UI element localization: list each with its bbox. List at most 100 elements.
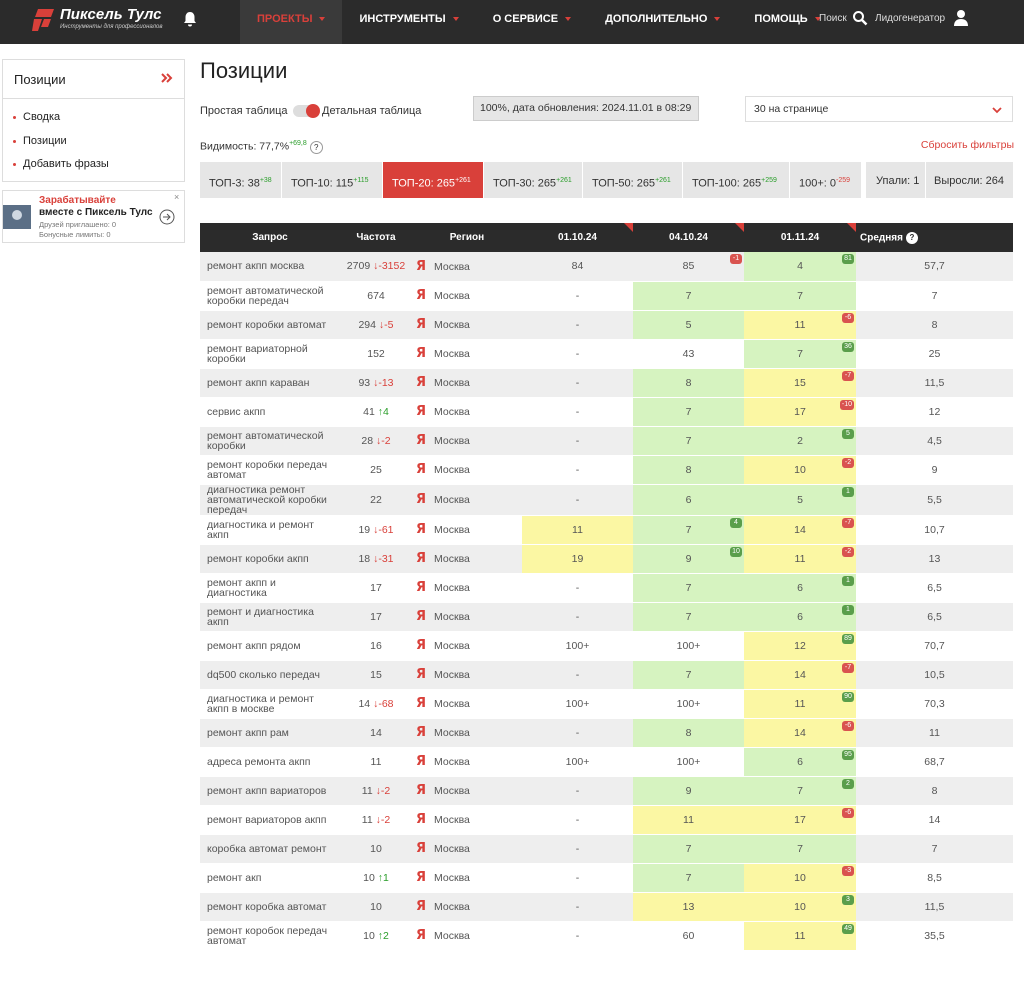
frequency-trend: ↓-5 xyxy=(378,318,394,331)
filter-tab[interactable]: 100+: 0-259 xyxy=(790,162,862,198)
filter-tab[interactable]: ТОП-30: 265+261 xyxy=(484,162,583,198)
nav-item[interactable]: ПРОЕКТЫ xyxy=(240,0,343,44)
column-header[interactable]: Частота xyxy=(340,223,412,252)
query: ремонт акпп москва xyxy=(200,252,340,282)
nav-item[interactable]: ДОПОЛНИТЕЛЬНО xyxy=(588,0,737,44)
nav-item[interactable]: О СЕРВИСЕ xyxy=(476,0,588,44)
promo-box[interactable]: Зарабатывайте вместе с Пиксель Тулс Друз… xyxy=(2,190,185,243)
filter-tab[interactable]: ТОП-3: 38+38 xyxy=(200,162,282,198)
column-corner xyxy=(624,223,633,232)
stat-fell[interactable]: Упали: 1 xyxy=(866,162,926,198)
position-value: 9 xyxy=(685,552,692,565)
query: ремонт акпп и диагностика xyxy=(200,573,340,603)
position: 100+ xyxy=(522,747,633,777)
sidebar-link[interactable]: Добавить фразы xyxy=(13,158,109,170)
position-value: 11 xyxy=(683,813,694,826)
region-name: Москва xyxy=(434,553,470,565)
region-name: Москва xyxy=(434,260,470,273)
help-icon[interactable]: ? xyxy=(309,140,323,154)
position-value: - xyxy=(575,405,580,418)
position: - xyxy=(522,368,633,398)
region-name: Москва xyxy=(434,640,470,652)
position-value: 11 xyxy=(794,697,806,710)
search-engine-icon: Я xyxy=(416,870,427,885)
stat-grew[interactable]: Выросли: 264 xyxy=(926,162,1013,198)
column-header[interactable]: Средняя? xyxy=(856,223,1013,252)
position: - xyxy=(522,776,633,806)
toggle-label[interactable]: Простая таблица xyxy=(200,105,288,117)
column-header[interactable]: 04.10.24 xyxy=(633,223,744,252)
frequency-value: 25 xyxy=(370,463,382,476)
logo-subtitle: Инструменты для профессионалов xyxy=(60,24,163,30)
average: 70,7 xyxy=(856,631,1013,661)
tab-label: 100+: 0 xyxy=(799,177,837,190)
user-name[interactable]: Лидогенератор xyxy=(875,13,946,24)
region: Я Москва xyxy=(412,573,522,603)
position: 100+ xyxy=(633,631,744,661)
search-engine-icon: Я xyxy=(416,288,427,303)
position: 7 xyxy=(633,863,744,893)
query: ремонт коробок передач автомат xyxy=(200,921,340,951)
position-value: 14 xyxy=(794,668,806,681)
position-value: - xyxy=(575,463,580,476)
region: Я Москва xyxy=(412,834,522,864)
filter-tab[interactable]: ТОП-100: 265+259 xyxy=(683,162,790,198)
search-engine-icon: Я xyxy=(416,899,427,914)
search-icon[interactable] xyxy=(852,10,868,26)
close-icon[interactable]: × xyxy=(174,192,180,202)
per-page-select[interactable]: 30 на странице xyxy=(745,96,1013,122)
filter-tab[interactable]: ТОП-50: 265+261 xyxy=(583,162,683,198)
position-change: 95 xyxy=(842,749,854,760)
column-header[interactable]: 01.11.24 xyxy=(744,223,856,252)
reset-filters[interactable]: Сбросить фильтры xyxy=(920,139,1014,151)
average: 9 xyxy=(856,455,1013,485)
position: 12 89 xyxy=(744,631,856,661)
user-icon[interactable] xyxy=(953,9,969,27)
tab-delta: +259 xyxy=(761,177,777,184)
position-value: 7 xyxy=(685,871,692,884)
frequency-trend: ↓-2 xyxy=(375,784,391,797)
bell-icon[interactable] xyxy=(183,11,197,27)
position-value: 11 xyxy=(572,523,583,536)
position: - xyxy=(522,339,633,369)
toggle-label[interactable]: Детальная таблица xyxy=(322,105,422,117)
position-value: 10 xyxy=(794,900,806,913)
query: диагностика и ремонт акпп xyxy=(200,515,340,545)
nav-item[interactable]: ПОМОЩЬ xyxy=(737,0,837,44)
filter-tab[interactable]: ТОП-10: 115+115 xyxy=(282,162,383,198)
help-icon[interactable]: ? xyxy=(905,231,918,244)
query: ремонт автоматической коробки xyxy=(200,426,340,456)
table-row: ремонт вариаторов акпп 11 ↓-2 Я Москва -11 17… xyxy=(200,805,1013,835)
region: Я Москва xyxy=(412,689,522,719)
sidebar-link[interactable]: Сводка xyxy=(12,111,61,123)
table-row: ремонт акп 10 ↑1 Я Москва -7 10 -3 8,5 xyxy=(200,863,1013,893)
column-header[interactable]: Запрос xyxy=(200,223,340,252)
filter-tab[interactable]: ТОП-20: 265+261 xyxy=(383,162,484,198)
column-header[interactable]: 01.10.24 xyxy=(522,223,633,252)
average: 13 xyxy=(856,544,1013,574)
frequency: 41 ↑4 xyxy=(340,397,412,427)
query: ремонт вариаторов акпп xyxy=(200,805,340,835)
query: сервис акпп xyxy=(200,397,340,427)
sidebar-link[interactable]: Позиции xyxy=(13,135,67,147)
search-label[interactable]: Поиск xyxy=(819,13,847,24)
table-row: ремонт автоматической коробки 28 ↓-2 Я Моск… xyxy=(200,426,1013,456)
nav-item[interactable]: ИНСТРУМЕНТЫ xyxy=(342,0,475,44)
table-row: диагностика и ремонт акпп 19 ↓-61 Я Москва 1… xyxy=(200,515,1013,545)
table-row: коробка автомат ремонт 10 Я Москва - 7 7 7 xyxy=(200,834,1013,864)
position-value: 84 xyxy=(571,260,584,273)
position: 5 xyxy=(633,310,744,340)
average: 11 xyxy=(856,718,1013,748)
region-name: Москва xyxy=(434,843,470,855)
search-engine-icon: Я xyxy=(416,433,427,448)
collapse-icon[interactable] xyxy=(161,73,173,83)
column-header[interactable]: Регион xyxy=(412,223,522,252)
region: Я Москва xyxy=(412,515,522,545)
search-engine-icon: Я xyxy=(416,317,427,332)
toggle-switch[interactable] xyxy=(293,104,320,118)
search-engine-icon: Я xyxy=(416,492,427,507)
promo-arrow[interactable] xyxy=(159,209,175,225)
table-row: ремонт коробки передач автомат 25 Я Москва -… xyxy=(200,455,1013,485)
tab-label: ТОП-10: 115 xyxy=(291,177,354,190)
